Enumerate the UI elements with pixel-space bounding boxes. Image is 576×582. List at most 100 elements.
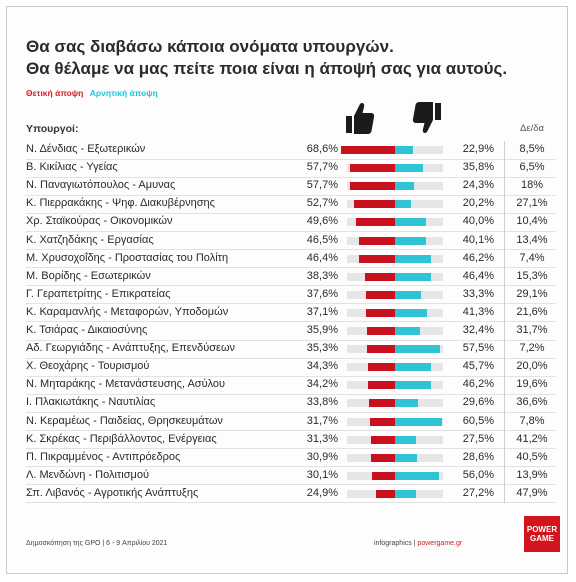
positive-bar (349, 182, 395, 191)
positive-bar (367, 345, 395, 354)
minister-name: Σπ. Λιβανός - Αγροτικής Ανάπτυξης (26, 486, 199, 499)
minister-name: Χρ. Σταϊκούρας - Οικονομικών (26, 215, 173, 228)
table-row: Π. Πικραμμένος - Αντιπρόεδρος 30,9% 28,6% 4… (0, 449, 576, 468)
dontknow-value: 18% (520, 179, 544, 192)
negative-value: 45,7% (462, 360, 494, 373)
column-header-dontknow: Δε/δα (519, 123, 544, 134)
table-row: Μ. Χρυσοχοΐδης - Προστασίας του Πολίτη 46… (0, 250, 576, 269)
positive-value: 46,4% (306, 251, 338, 264)
positive-bar (353, 200, 395, 209)
table-row: Ν. Παναγιωτόπουλος - Αμυνας 57,7% 24,3% 18% (0, 177, 576, 196)
positive-value: 68,6% (306, 143, 338, 155)
negative-bar (395, 182, 414, 191)
table-row: Σπ. Λιβανός - Αγροτικής Ανάπτυξης 24,9% 27… (0, 485, 576, 504)
infographic-frame (6, 6, 568, 574)
positive-value: 34,3% (306, 360, 338, 373)
negative-value: 32,4% (462, 324, 494, 336)
title-line-1: Θα σας διαβάσω κάποια ονόματα υπουργών. (26, 37, 394, 56)
positive-value: 57,7% (306, 161, 338, 174)
row-separator (26, 502, 556, 504)
footer-credit-link[interactable]: powergame.gr (417, 540, 463, 547)
minister-name: Κ. Πιερρακάκης - Ψηφ. Διακυβέρνησης (26, 197, 215, 210)
row-separator (26, 321, 556, 323)
negative-bar (395, 471, 439, 480)
minister-name: Μ. Βορίδης - Εσωτερικών (26, 269, 151, 282)
row-separator (26, 249, 556, 250)
minister-name: Γ. Γεραπετρίτης - Επικρατείας (26, 287, 171, 300)
table-row: Χ. Θεοχάρης - Τουρισμού 34,3% 45,7% 20,0% (0, 358, 576, 377)
negative-value: 46,2% (462, 251, 494, 264)
minister-name: Π. Πικραμμένος - Αντιπρόεδρος (26, 450, 181, 463)
dontknow-value: 8,5% (519, 143, 545, 155)
negative-bar (395, 435, 417, 444)
dontknow-value: 7,8% (519, 414, 545, 427)
positive-value: 35,3% (306, 342, 338, 355)
negative-value: 27,2% (462, 486, 494, 499)
row-separator (26, 339, 556, 341)
dontknow-value: 19,6% (516, 378, 548, 391)
footer-credit-prefix: infographics | (374, 540, 416, 547)
minister-name: Ν. Παναγιωτόπουλος - Αμυνας (26, 179, 176, 192)
negative-value: 46,4% (462, 269, 494, 282)
row-separator (26, 303, 556, 305)
title-line-2: Θα θέλαμε να μας πείτε ποια είναι η άποψ… (26, 59, 508, 78)
positive-bar (375, 489, 395, 498)
positive-bar (368, 363, 395, 372)
negative-bar (395, 272, 432, 281)
positive-value: 49,6% (306, 215, 338, 228)
positive-value: 46,5% (306, 233, 338, 246)
row-separator (26, 158, 556, 160)
dontknow-value: 13,4% (516, 233, 548, 246)
negative-value: 20,2% (462, 197, 494, 210)
legend: Θετική άποψη Αρνητική άποψη (26, 88, 158, 98)
legend-negative: Αρνητική άποψη (89, 88, 158, 98)
legend-positive: Θετική άποψη (26, 88, 84, 98)
table-row: Χρ. Σταϊκούρας - Οικονομικών 49,6% 40,0% 10… (0, 213, 576, 232)
positive-bar (358, 236, 395, 245)
positive-bar (368, 399, 395, 408)
positive-bar (356, 218, 395, 227)
negative-value: 29,6% (462, 396, 494, 409)
row-separator (26, 375, 556, 377)
negative-bar (395, 453, 418, 462)
negative-value: 56,0% (462, 468, 494, 481)
negative-value: 22,9% (462, 143, 494, 155)
negative-bar (395, 218, 427, 227)
negative-bar (395, 327, 421, 335)
thumbs-up-icon (346, 103, 375, 134)
logo-line-2: GAME (530, 534, 554, 543)
positive-value: 30,9% (306, 450, 338, 463)
row-separator (26, 466, 556, 468)
minister-name: Ν. Δένδιας - Εξωτερικών (26, 143, 146, 155)
minister-name: Κ. Καραμανλής - Μεταφορών, Υποδομών (26, 305, 229, 318)
dontknow-value: 21,6% (516, 305, 548, 318)
negative-value: 27,5% (462, 432, 494, 445)
row-separator (26, 357, 556, 359)
negative-value: 46,2% (462, 378, 494, 391)
negative-bar (395, 254, 432, 263)
dontknow-value: 31,7% (516, 324, 548, 336)
row-separator (26, 411, 556, 413)
footer-source: Δημοσκόπηση της GPO | 6 - 9 Απριλίου 202… (26, 540, 168, 547)
positive-value: 52,7% (306, 197, 338, 210)
negative-bar (395, 164, 423, 173)
negative-value: 24,3% (462, 179, 494, 192)
dontknow-value: 6,5% (519, 161, 545, 174)
dontknow-value: 47,9% (516, 486, 548, 499)
row-separator (26, 267, 556, 269)
row-separator (26, 194, 556, 196)
footer-credit: infographics | powergame.gr (374, 540, 462, 547)
row-separator (26, 285, 556, 287)
negative-bar (395, 381, 432, 390)
positive-value: 38,3% (306, 269, 338, 282)
table-row: Κ. Χατζηδάκης - Εργασίας 46,5% 40,1% 13,4% (0, 232, 576, 250)
negative-value: 41,3% (462, 305, 494, 318)
dontknow-value: 7,4% (519, 251, 545, 264)
positive-value: 35,9% (306, 324, 338, 336)
positive-value: 34,2% (306, 378, 338, 391)
negative-bar (395, 200, 411, 209)
table-row: Ν. Μηταράκης - Μετανάστευσης, Ασύλου 34,2… (0, 376, 576, 395)
negative-bar (395, 489, 417, 498)
positive-bar (368, 381, 395, 390)
positive-bar (370, 453, 395, 462)
